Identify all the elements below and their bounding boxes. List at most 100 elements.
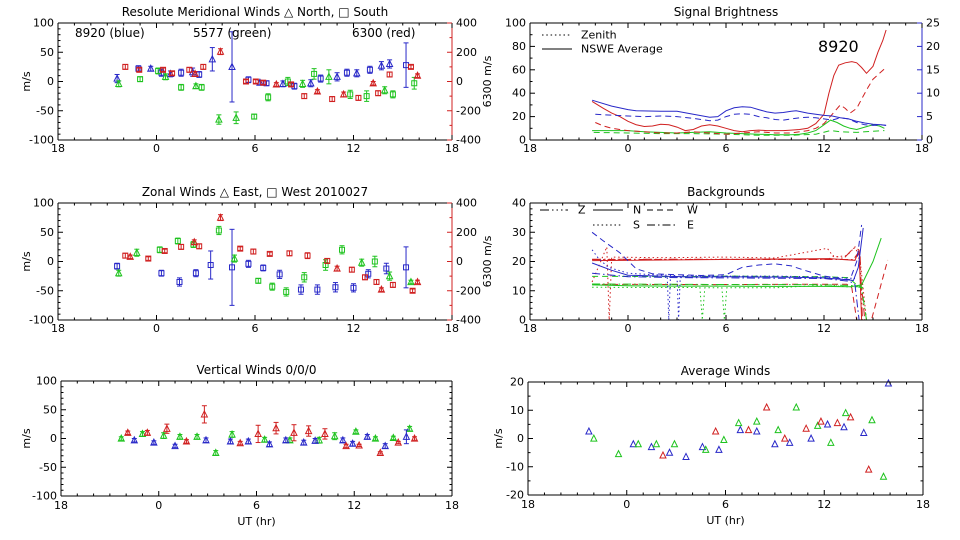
marker-square bbox=[343, 69, 350, 76]
marker-triangle bbox=[150, 438, 158, 446]
y-tick-label: 10 bbox=[510, 404, 524, 417]
series-green-dashdot bbox=[592, 283, 867, 321]
y2-tick-label: 200 bbox=[456, 46, 477, 59]
y2-tick-label: 5 bbox=[926, 110, 933, 123]
marker-square bbox=[178, 243, 185, 250]
y2-tick-label: 400 bbox=[456, 17, 477, 30]
x-tick-label: 18 bbox=[445, 322, 459, 335]
x-tick-label: 12 bbox=[817, 322, 831, 335]
marker-triangle bbox=[864, 465, 873, 473]
marker-triangle bbox=[413, 277, 422, 286]
marker-square bbox=[366, 66, 373, 73]
y-axis-title: m/s bbox=[20, 428, 33, 448]
y2-tick-label: -200 bbox=[456, 284, 481, 297]
x-tick-label: 12 bbox=[817, 142, 831, 155]
marker-square bbox=[255, 277, 262, 284]
data-line-red bbox=[591, 245, 867, 321]
legend-label-n: N bbox=[633, 204, 641, 217]
y-tick-label: 80 bbox=[512, 40, 526, 53]
marker-square bbox=[229, 264, 236, 271]
marker-square bbox=[245, 260, 252, 267]
marker-triangle bbox=[192, 81, 200, 90]
panel-title: Average Winds bbox=[681, 364, 771, 378]
data-line-green bbox=[592, 283, 867, 321]
y-tick-label: 20 bbox=[512, 255, 526, 268]
y-tick-label: 20 bbox=[512, 110, 526, 123]
x-tick-label: 0 bbox=[625, 322, 632, 335]
series-red-solid bbox=[592, 249, 863, 321]
marker-triangle bbox=[413, 71, 422, 79]
marker-triangle bbox=[585, 426, 593, 435]
marker-square bbox=[355, 94, 362, 101]
marker-square bbox=[411, 80, 418, 87]
annotation-8920-blue-: 8920 (blue) bbox=[75, 26, 145, 40]
marker-triangle bbox=[333, 72, 341, 80]
marker-square bbox=[196, 243, 203, 250]
y-tick-label: 60 bbox=[512, 63, 526, 76]
y-tick-label: 20 bbox=[510, 376, 524, 389]
y-tick-label: 100 bbox=[33, 197, 54, 210]
y-tick-label: 0 bbox=[519, 134, 526, 147]
marker-triangle bbox=[290, 428, 298, 436]
series-blue-scatter bbox=[114, 228, 410, 306]
marker-triangle bbox=[752, 426, 761, 435]
marker-triangle bbox=[807, 433, 815, 442]
marker-triangle bbox=[130, 435, 139, 444]
marker-triangle bbox=[339, 435, 347, 444]
marker-triangle bbox=[734, 418, 743, 427]
marker-triangle bbox=[363, 432, 372, 440]
legend-label-e: E bbox=[687, 219, 694, 232]
marker-triangle bbox=[407, 277, 415, 286]
marker-triangle bbox=[711, 426, 720, 435]
marker-triangle bbox=[279, 79, 287, 87]
x-axis-title: UT (hr) bbox=[706, 514, 744, 527]
y2-tick-label: 25 bbox=[926, 17, 940, 30]
marker-square bbox=[276, 271, 283, 278]
x-tick-label: 6 bbox=[722, 498, 729, 511]
y-tick-label: 50 bbox=[43, 403, 57, 416]
marker-square bbox=[161, 247, 168, 254]
marker-triangle bbox=[715, 445, 723, 453]
panel-title: Backgrounds bbox=[687, 185, 765, 199]
marker-triangle bbox=[802, 424, 810, 432]
y-tick-label: 100 bbox=[505, 17, 526, 30]
panel-title: Resolute Meridional Winds △ North, □ Sou… bbox=[122, 5, 389, 19]
series-red-scatter bbox=[122, 47, 422, 103]
marker-square bbox=[288, 81, 295, 88]
marker-triangle bbox=[114, 268, 123, 277]
marker-triangle bbox=[701, 445, 710, 453]
marker-triangle bbox=[216, 47, 225, 55]
marker-triangle bbox=[228, 62, 236, 70]
marker-triangle bbox=[720, 435, 728, 444]
y2-tick-label: 10 bbox=[926, 87, 940, 100]
y2-tick-label: 400 bbox=[456, 197, 477, 210]
marker-triangle bbox=[226, 436, 235, 445]
y-tick-label: 0 bbox=[519, 314, 526, 327]
y-tick-label: 100 bbox=[36, 375, 57, 388]
data-line-blue bbox=[592, 272, 860, 321]
series-red-dot bbox=[591, 245, 867, 321]
marker-square bbox=[178, 69, 185, 76]
x-tick-label: 12 bbox=[347, 499, 361, 512]
marker-square bbox=[269, 283, 276, 290]
marker-square bbox=[350, 284, 357, 291]
marker-triangle bbox=[780, 433, 789, 442]
x-tick-label: 18 bbox=[523, 142, 537, 155]
marker-triangle bbox=[377, 285, 386, 293]
series-group bbox=[591, 29, 887, 136]
x-tick-label: 18 bbox=[54, 499, 68, 512]
marker-square bbox=[304, 252, 311, 259]
axes: 18 0 6 12 18-100-50050100m/s-400-20002004006… bbox=[20, 5, 494, 155]
marker-square bbox=[286, 250, 293, 257]
marker-triangle bbox=[163, 424, 171, 432]
marker-triangle bbox=[841, 408, 850, 417]
series-blue-solid bbox=[591, 227, 864, 282]
y-tick-label: 30 bbox=[512, 226, 526, 239]
marker-triangle bbox=[190, 237, 199, 246]
marker-triangle bbox=[230, 254, 239, 262]
marker-triangle bbox=[785, 438, 794, 446]
marker-square bbox=[371, 258, 378, 265]
marker-triangle bbox=[682, 452, 690, 460]
legend-label-nswe-average: NSWE Average bbox=[581, 43, 663, 56]
